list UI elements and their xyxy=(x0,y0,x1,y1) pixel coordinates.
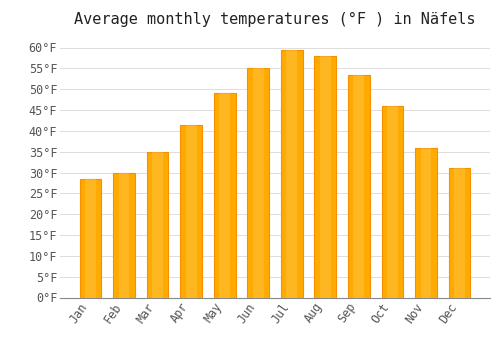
Bar xyxy=(146,152,169,298)
Bar xyxy=(286,50,297,298)
Bar xyxy=(348,75,370,298)
Bar xyxy=(354,75,364,298)
Bar xyxy=(113,173,135,298)
Bar xyxy=(320,56,331,298)
Bar xyxy=(382,106,404,298)
Bar xyxy=(415,147,437,298)
Bar xyxy=(448,168,470,298)
Bar xyxy=(420,147,432,298)
Bar xyxy=(454,168,465,298)
Bar xyxy=(186,125,196,298)
Bar xyxy=(152,152,163,298)
Bar xyxy=(281,50,302,298)
Bar xyxy=(80,179,102,298)
Title: Average monthly temperatures (°F ) in Näfels: Average monthly temperatures (°F ) in Nä… xyxy=(74,12,476,27)
Bar xyxy=(253,68,264,298)
Bar xyxy=(314,56,336,298)
Bar xyxy=(387,106,398,298)
Bar xyxy=(85,179,96,298)
Bar xyxy=(219,93,230,298)
Bar xyxy=(248,68,269,298)
Bar xyxy=(214,93,236,298)
Bar xyxy=(118,173,130,298)
Bar xyxy=(180,125,202,298)
